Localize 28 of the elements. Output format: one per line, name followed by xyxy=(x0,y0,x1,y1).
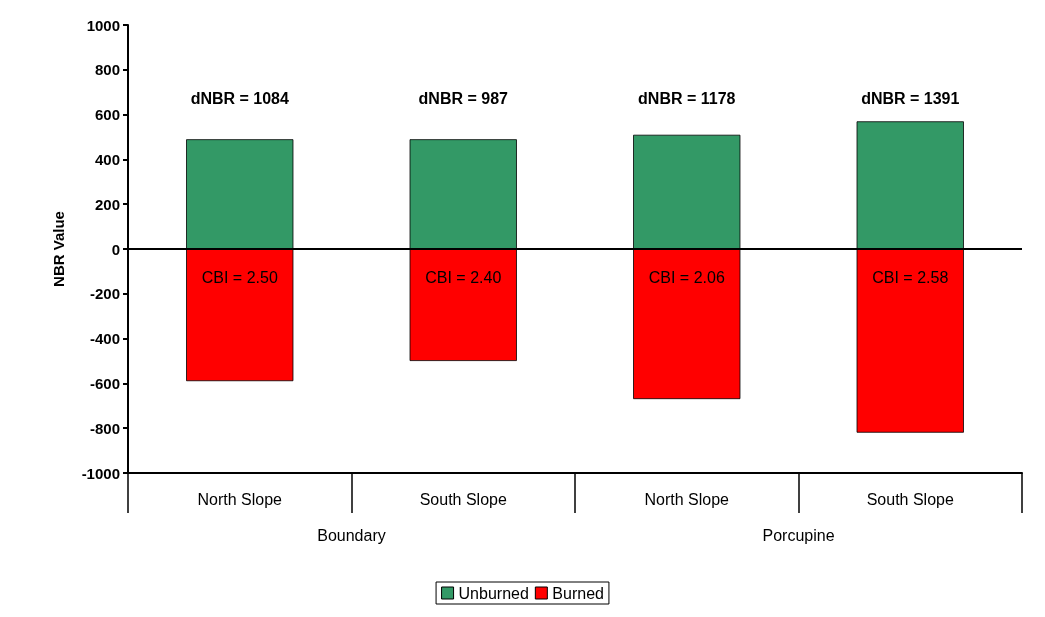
x-tick-label: North Slope xyxy=(197,490,283,508)
y-tick-label: 0 xyxy=(111,240,120,258)
text: Boundary xyxy=(317,526,386,544)
annotation: CBI = 2.06 xyxy=(648,268,725,286)
annotation: CBI = 2.40 xyxy=(425,268,502,286)
legend-label: Burned xyxy=(552,584,604,602)
annotation: CBI = 2.50 xyxy=(201,268,278,286)
legend-label: Unburned xyxy=(458,584,529,602)
y-tick-label: -400 xyxy=(89,330,120,348)
y-tick-label: 200 xyxy=(94,195,120,213)
y-tick-label: -600 xyxy=(89,374,120,392)
x-tick-label: North Slope xyxy=(644,490,730,508)
y-tick-label: -800 xyxy=(89,419,120,437)
y-tick-label: 800 xyxy=(94,61,120,79)
annotation: dNBR = 1084 xyxy=(190,90,289,108)
y-tick-label: 600 xyxy=(94,106,120,124)
y-tick-label: 400 xyxy=(94,150,120,168)
annotation: dNBR = 1391 xyxy=(861,90,960,108)
y-tick-label: 1000 xyxy=(86,16,120,34)
annotation: dNBR = 987 xyxy=(418,90,509,108)
text: Porcupine xyxy=(762,526,835,544)
x-tick-label: South Slope xyxy=(866,490,954,508)
annotation: dNBR = 1178 xyxy=(638,90,736,108)
y-axis-title: NBR Value xyxy=(50,211,67,287)
y-tick-label: -200 xyxy=(89,285,120,303)
y-tick-label: -1000 xyxy=(81,464,120,482)
annotation: CBI = 2.58 xyxy=(872,268,949,286)
x-tick-label: South Slope xyxy=(419,490,507,508)
